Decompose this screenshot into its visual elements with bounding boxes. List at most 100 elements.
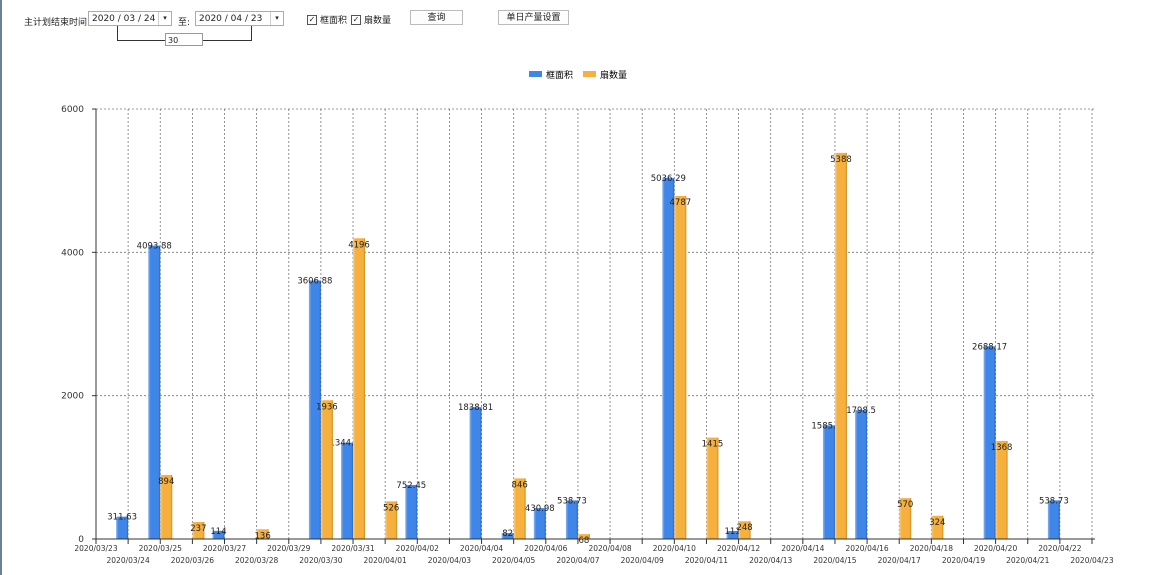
x-tick-label: 2020/03/24: [107, 556, 150, 565]
bar-count: [995, 440, 1008, 539]
bar-count: [577, 534, 590, 539]
bar-count: [353, 238, 366, 539]
query-button[interactable]: 查询: [410, 10, 463, 25]
data-label: 3606.88: [297, 277, 332, 287]
x-tick-label: 2020/04/07: [556, 556, 599, 565]
bar-count: [513, 478, 526, 539]
to-label: 至:: [178, 18, 191, 28]
bar-area: [308, 280, 321, 539]
bar-area: [726, 531, 739, 539]
bar-area: [148, 245, 161, 539]
x-tick-label: 2020/03/25: [139, 544, 182, 553]
x-tick-label: 2020/04/19: [942, 556, 985, 565]
end-date-picker[interactable]: 2020 / 04 / 23 ▾: [195, 11, 284, 26]
x-tick-label: 2020/04/18: [910, 544, 953, 553]
bar-area: [855, 410, 868, 539]
bar-area: [469, 407, 482, 539]
x-tick-label: 2020/04/08: [588, 544, 631, 553]
data-label: 1585.96: [811, 421, 846, 431]
checkmark-icon: ✓: [351, 14, 361, 25]
bar-count: [834, 152, 847, 540]
bar-area: [116, 516, 129, 539]
bar-count: [738, 521, 751, 539]
x-tick-label: 2020/03/26: [171, 556, 214, 565]
data-label: 894: [158, 477, 174, 487]
count-checkbox[interactable]: ✓ 扇数量: [351, 13, 391, 26]
x-tick-label: 2020/04/15: [813, 556, 856, 565]
window-edge: [0, 0, 2, 575]
data-label: 324: [929, 518, 945, 528]
start-date-value: 2020 / 03 / 24: [92, 14, 156, 24]
legend-label-count: 扇数量: [600, 69, 627, 81]
bar-area: [501, 533, 514, 539]
x-tick-label: 2020/04/01: [364, 556, 407, 565]
bar-count: [899, 498, 912, 539]
data-label: 1838.81: [458, 403, 493, 413]
x-tick-label: 2020/04/23: [1070, 556, 1113, 565]
data-label: 1798.5: [846, 406, 876, 416]
x-tick-label: 2020/04/17: [878, 556, 921, 565]
count-checkbox-label: 扇数量: [364, 16, 392, 26]
bar-count: [674, 195, 687, 539]
y-tick-label: 4000: [61, 248, 84, 258]
bar-count: [706, 437, 719, 539]
bar-area: [822, 425, 835, 539]
data-label: 5036.29: [651, 174, 686, 184]
bar-area: [662, 178, 675, 539]
data-label: 752.45: [396, 481, 426, 491]
data-label: 248: [736, 523, 752, 533]
x-tick-label: 2020/03/30: [299, 556, 342, 565]
data-label: 5388: [830, 155, 852, 165]
start-date-picker[interactable]: 2020 / 03 / 24 ▾: [88, 11, 172, 26]
data-label: 1368: [991, 443, 1013, 453]
data-label: 4787: [670, 198, 692, 208]
days-field[interactable]: 30: [165, 33, 203, 46]
data-label: 237: [190, 524, 206, 534]
bar-area: [1047, 500, 1060, 539]
x-tick-label: 2020/03/28: [235, 556, 278, 565]
legend: 框面积 扇数量: [529, 69, 627, 81]
chevron-down-icon[interactable]: ▾: [158, 12, 171, 25]
x-tick-label: 2020/04/16: [845, 544, 888, 553]
end-date-value: 2020 / 04 / 23: [199, 14, 263, 24]
daily-output-settings-button[interactable]: 单日产量设置: [498, 10, 569, 25]
x-tick-label: 2020/04/13: [749, 556, 792, 565]
data-label: 1344.95: [329, 439, 364, 449]
legend-swatch-area: [529, 71, 542, 77]
bar-count: [385, 501, 398, 539]
x-tick-label: 2020/04/21: [1006, 556, 1049, 565]
data-label: 846: [512, 480, 528, 490]
area-checkbox[interactable]: ✓ 框面积: [307, 13, 347, 26]
bar-area: [983, 346, 996, 539]
bar-count: [320, 400, 333, 539]
bar-area: [533, 508, 546, 539]
x-tick-label: 2020/04/20: [974, 544, 1017, 553]
legend-swatch-count: [583, 71, 596, 77]
x-tick-label: 2020/03/29: [267, 544, 310, 553]
data-label: 114: [210, 527, 226, 537]
bar-count: [256, 529, 269, 539]
x-tick-label: 2020/04/10: [653, 544, 696, 553]
data-label: 430.98: [525, 504, 555, 514]
chevron-down-icon[interactable]: ▾: [270, 12, 283, 25]
x-tick-label: 2020/04/02: [396, 544, 439, 553]
x-tick-label: 2020/04/05: [492, 556, 535, 565]
y-tick-label: 6000: [61, 105, 84, 115]
x-tick-label: 2020/04/22: [1038, 544, 1081, 553]
checkmark-icon: ✓: [307, 14, 317, 25]
area-checkbox-label: 框面积: [320, 16, 348, 26]
data-label: 82: [502, 529, 513, 539]
bar-area: [405, 485, 418, 539]
bar-count: [931, 515, 944, 539]
data-label: 311.63: [107, 513, 137, 523]
data-label: 2688.17: [972, 342, 1007, 352]
data-label: 538.73: [557, 496, 587, 506]
data-label: 1936: [316, 402, 338, 412]
x-tick-label: 2020/04/04: [460, 544, 503, 553]
y-tick-label: 2000: [61, 392, 84, 402]
data-label: 538.73: [1039, 496, 1069, 506]
data-label: 136: [255, 531, 271, 541]
x-tick-label: 2020/04/03: [428, 556, 471, 565]
bar-area: [212, 530, 225, 539]
data-label: 526: [383, 503, 399, 513]
